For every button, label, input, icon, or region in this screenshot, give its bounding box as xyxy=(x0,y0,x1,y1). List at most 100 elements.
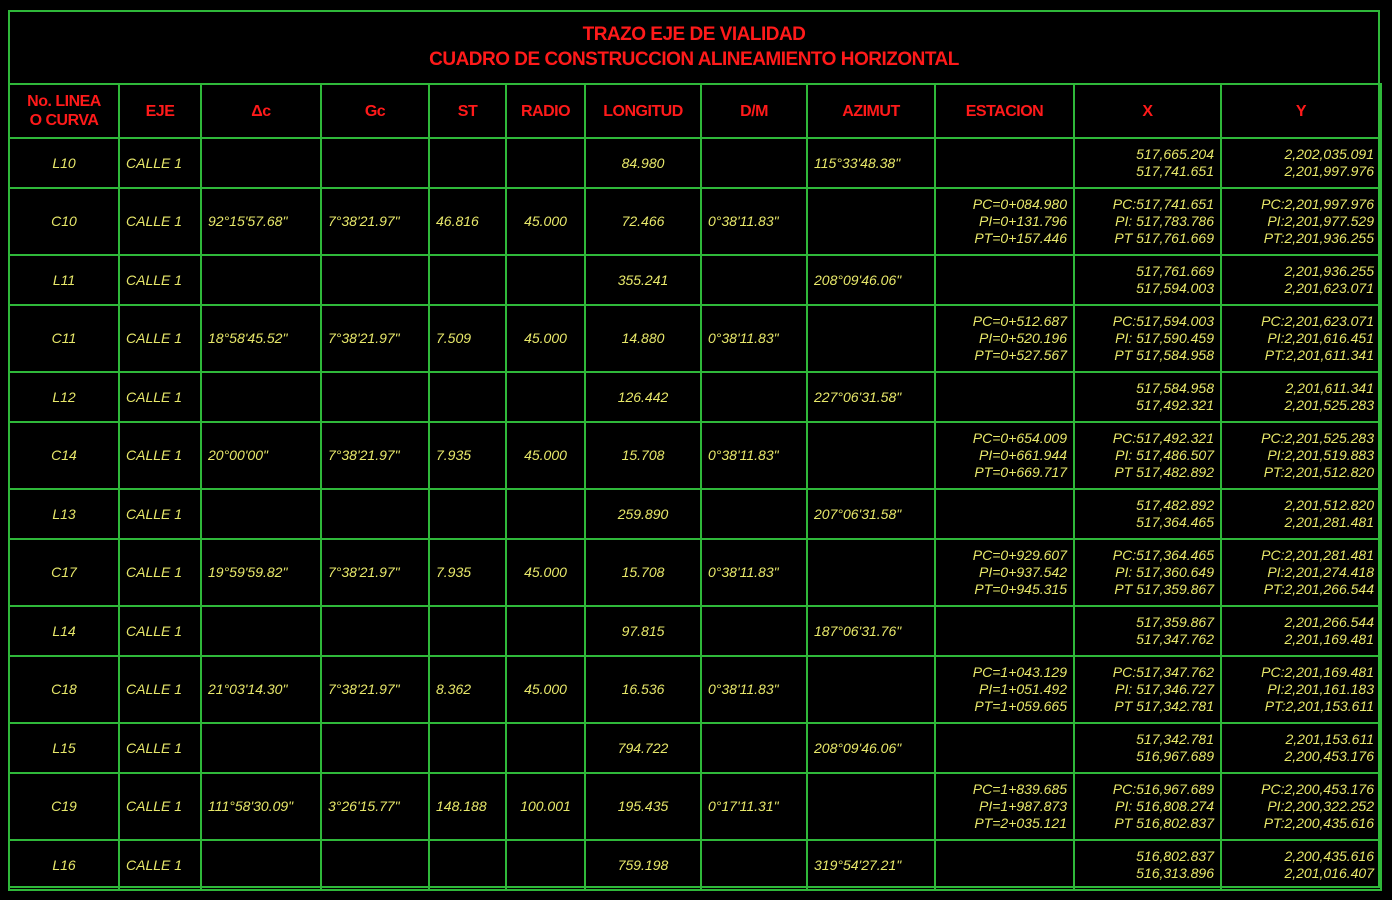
cell-st xyxy=(428,605,507,657)
cell-dm: 0°17'11.31" xyxy=(700,772,808,841)
cell-y-line: 2,201,169.481 xyxy=(1284,631,1374,647)
cell-y-line: 2,201,997.976 xyxy=(1284,163,1374,179)
cell-y-line: 2,201,281.481 xyxy=(1284,514,1374,530)
cell-x-line: 517,594.003 xyxy=(1136,280,1214,296)
table-body: L10 CALLE 1 84.980 115°33'48.38" 517,665.204… xyxy=(8,137,1382,891)
cell-estacion-line: PI=1+051.492 xyxy=(979,681,1067,697)
cell-x: 517,761.669 517,594.003 xyxy=(1073,254,1222,306)
cell-azimut xyxy=(806,538,936,607)
cell-x-line: PC:517,492.321 xyxy=(1112,430,1214,446)
cell-estacion xyxy=(934,488,1075,540)
cell-id: C18 xyxy=(8,655,120,724)
cell-dc xyxy=(200,722,322,774)
cell-gc xyxy=(320,137,430,189)
cell-estacion: PC=1+043.129 PI=1+051.492 PT=1+059.665 xyxy=(934,655,1075,724)
cell-azimut xyxy=(806,772,936,841)
col-header-radio: RADIO xyxy=(505,83,586,139)
cell-radio xyxy=(505,254,586,306)
cell-longitud: 759.198 xyxy=(584,839,702,891)
cell-radio xyxy=(505,605,586,657)
cell-y-line: 2,201,611.341 xyxy=(1285,380,1375,396)
cell-gc: 3°26'15.77" xyxy=(320,772,430,841)
cell-x-line: PI: 517,346.727 xyxy=(1115,681,1214,697)
cell-y-line: PT:2,201,266.544 xyxy=(1263,581,1374,597)
cell-y: 2,201,611.341 2,201,525.283 xyxy=(1220,371,1382,423)
cell-st xyxy=(428,371,507,423)
cell-dm: 0°38'11.83" xyxy=(700,187,808,256)
cell-id: L16 xyxy=(8,839,120,891)
cell-gc xyxy=(320,839,430,891)
cell-x-line: 517,359.867 xyxy=(1136,614,1214,630)
cell-estacion xyxy=(934,605,1075,657)
cell-radio xyxy=(505,488,586,540)
cell-longitud: 72.466 xyxy=(584,187,702,256)
cell-longitud: 15.708 xyxy=(584,538,702,607)
cell-y-line: PI:2,201,616.451 xyxy=(1267,330,1374,346)
cell-estacion-line: PC=1+043.129 xyxy=(972,664,1067,680)
cell-x-line: 517,492.321 xyxy=(1136,397,1214,413)
cell-x: 517,665.204 517,741.651 xyxy=(1073,137,1222,189)
cell-y-line: 2,201,525.283 xyxy=(1284,397,1374,413)
cell-dc: 18°58'45.52" xyxy=(200,304,322,373)
cell-azimut xyxy=(806,187,936,256)
cell-x-line: 516,802.837 xyxy=(1136,848,1214,864)
cell-estacion-line: PT=2+035.121 xyxy=(974,815,1067,831)
cell-dm xyxy=(700,488,808,540)
cell-radio: 45.000 xyxy=(505,421,586,490)
cell-x-line: 517,584.958 xyxy=(1136,380,1214,396)
table-row: C17 CALLE 1 19°59'59.82" 7°38'21.97" 7.935 45… xyxy=(8,538,1382,607)
cell-azimut: 207°06'31.58" xyxy=(806,488,936,540)
table-title: TRAZO EJE DE VIALIDAD CUADRO DE CONSTRUC… xyxy=(8,10,1380,83)
cell-x: 517,342.781 516,967.689 xyxy=(1073,722,1222,774)
cell-x-line: 517,347.762 xyxy=(1136,631,1214,647)
cell-radio: 100.001 xyxy=(505,772,586,841)
cell-eje: CALLE 1 xyxy=(118,187,202,256)
cell-estacion xyxy=(934,371,1075,423)
cell-radio xyxy=(505,722,586,774)
cell-estacion-line: PC=0+654.009 xyxy=(972,430,1067,446)
cell-x-line: PT 517,584.958 xyxy=(1114,347,1214,363)
cell-radio: 45.000 xyxy=(505,538,586,607)
cell-st: 8.362 xyxy=(428,655,507,724)
table-row: C14 CALLE 1 20°00'00" 7°38'21.97" 7.935 45.00… xyxy=(8,421,1382,490)
cell-estacion: PC=0+929.607 PI=0+937.542 PT=0+945.315 xyxy=(934,538,1075,607)
cell-y-line: 2,202,035.091 xyxy=(1284,146,1374,162)
cell-y-line: 2,201,153.611 xyxy=(1285,731,1375,747)
cell-y-line: PC:2,201,997.976 xyxy=(1261,196,1374,212)
cell-id: L11 xyxy=(8,254,120,306)
cell-dc xyxy=(200,839,322,891)
cell-gc xyxy=(320,371,430,423)
cell-dc: 19°59'59.82" xyxy=(200,538,322,607)
cell-st xyxy=(428,254,507,306)
cell-x-line: PI: 516,808.274 xyxy=(1115,798,1214,814)
cell-x: 517,359.867 517,347.762 xyxy=(1073,605,1222,657)
cell-estacion xyxy=(934,722,1075,774)
cell-x-line: PT 517,761.669 xyxy=(1114,230,1214,246)
cell-azimut: 208°09'46.06" xyxy=(806,722,936,774)
cell-dm: 0°38'11.83" xyxy=(700,421,808,490)
cell-eje: CALLE 1 xyxy=(118,254,202,306)
cell-id: C11 xyxy=(8,304,120,373)
col-header-azimut: AZIMUT xyxy=(806,83,936,139)
col-header-st: ST xyxy=(428,83,507,139)
cell-gc: 7°38'21.97" xyxy=(320,187,430,256)
cell-x: 517,584.958 517,492.321 xyxy=(1073,371,1222,423)
cell-y-line: PC:2,200,453.176 xyxy=(1261,781,1374,797)
cell-st xyxy=(428,839,507,891)
header-row: No. LINEA O CURVA EJE Δc Gc ST RADIO LONGITUD D… xyxy=(8,83,1382,139)
cell-x: 516,802.837 516,313.896 xyxy=(1073,839,1222,891)
cell-y-line: PC:2,201,623.071 xyxy=(1261,313,1374,329)
cell-x-line: 517,741.651 xyxy=(1136,163,1214,179)
cell-longitud: 355.241 xyxy=(584,254,702,306)
cell-dm xyxy=(700,137,808,189)
cell-radio xyxy=(505,137,586,189)
cell-dc xyxy=(200,137,322,189)
cell-st: 7.935 xyxy=(428,421,507,490)
cell-y-line: PI:2,201,274.418 xyxy=(1267,564,1374,580)
table-row: L15 CALLE 1 794.722 208°09'46.06" 517,342.78… xyxy=(8,722,1382,774)
cell-x: PC:517,594.003 PI: 517,590.459 PT 517,584.… xyxy=(1073,304,1222,373)
cell-eje: CALLE 1 xyxy=(118,421,202,490)
cell-radio xyxy=(505,839,586,891)
table-row: L12 CALLE 1 126.442 227°06'31.58" 517,584.95… xyxy=(8,371,1382,423)
cell-y-line: PI:2,201,519.883 xyxy=(1267,447,1374,463)
